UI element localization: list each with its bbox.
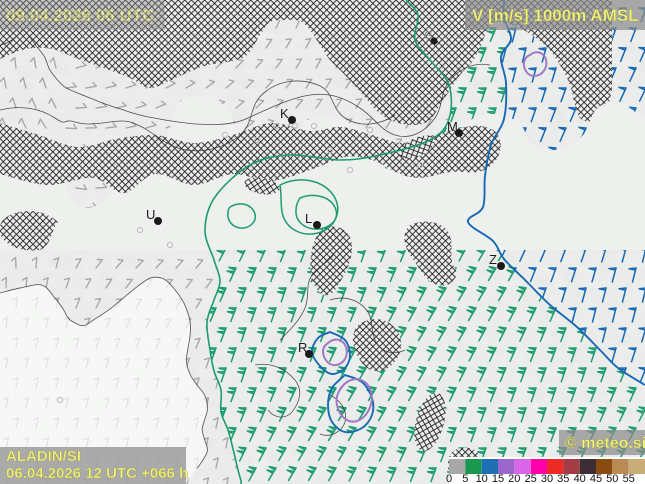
svg-text:15: 15 bbox=[492, 473, 504, 484]
svg-text:30: 30 bbox=[541, 473, 553, 484]
svg-text:M: M bbox=[447, 119, 458, 134]
svg-text:40: 40 bbox=[574, 473, 586, 484]
svg-text:10: 10 bbox=[476, 473, 488, 484]
svg-text:5: 5 bbox=[462, 473, 468, 484]
svg-text:G: G bbox=[424, 30, 433, 42]
svg-text:Z: Z bbox=[489, 252, 497, 267]
svg-text:06.04.2026 12 UTC +066 h: 06.04.2026 12 UTC +066 h bbox=[6, 465, 188, 482]
svg-text:0: 0 bbox=[446, 473, 452, 484]
svg-text:35: 35 bbox=[557, 473, 569, 484]
svg-text:L: L bbox=[305, 211, 312, 226]
svg-text:25: 25 bbox=[525, 473, 537, 484]
svg-text:R: R bbox=[298, 340, 307, 355]
svg-text:45: 45 bbox=[590, 473, 602, 484]
svg-text:ALADIN/SI: ALADIN/SI bbox=[6, 448, 81, 465]
svg-text:U: U bbox=[146, 207, 155, 222]
svg-text:50: 50 bbox=[606, 473, 618, 484]
svg-text:V [m/s] 1000m AMSL: V [m/s] 1000m AMSL bbox=[472, 6, 639, 25]
svg-text:20: 20 bbox=[508, 473, 520, 484]
svg-text:55: 55 bbox=[623, 473, 635, 484]
svg-text:© meteo.si: © meteo.si bbox=[565, 435, 645, 452]
svg-text:K: K bbox=[280, 106, 289, 121]
